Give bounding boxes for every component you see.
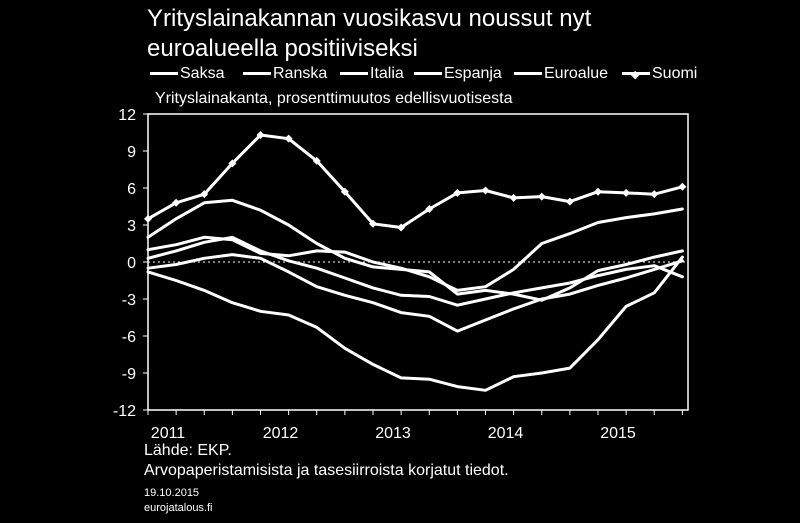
chart-legend: Saksa Ranska Italia Espanja Euroalue Suo… bbox=[150, 64, 800, 85]
legend-line-suomi bbox=[622, 65, 650, 85]
source-text: Lähde: EKP. bbox=[144, 442, 232, 459]
series-line-ranska bbox=[146, 198, 684, 302]
legend-line-italia bbox=[340, 72, 368, 76]
series-point-suomi bbox=[537, 192, 546, 201]
series-point-suomi bbox=[453, 188, 462, 197]
site-text: eurojatalous.fi bbox=[144, 502, 213, 514]
legend-line-espanja bbox=[414, 72, 442, 76]
series-point-suomi bbox=[565, 197, 574, 206]
series-point-suomi bbox=[284, 134, 293, 143]
legend-item-ranska: Ranska bbox=[243, 64, 327, 84]
legend-item-euroalue: Euroalue bbox=[514, 64, 608, 84]
legend-item-italia: Italia bbox=[340, 64, 404, 84]
y-tick-label: -12 bbox=[113, 403, 136, 420]
series-point-suomi bbox=[678, 182, 687, 191]
chart-subtitle: Yrityslainakanta, prosenttimuutos edelli… bbox=[155, 90, 513, 107]
legend-label-saksa: Saksa bbox=[180, 65, 225, 82]
series-point-suomi bbox=[650, 190, 659, 199]
y-tick-label: 12 bbox=[118, 107, 136, 124]
series-point-suomi bbox=[509, 193, 518, 202]
y-tick-label: 9 bbox=[127, 144, 136, 161]
x-tick-label: 2012 bbox=[263, 425, 299, 442]
x-tick-label: 2015 bbox=[600, 425, 636, 442]
y-tick-label: -9 bbox=[122, 366, 136, 383]
series-point-suomi bbox=[172, 198, 181, 207]
series-line-euroalue bbox=[146, 235, 684, 307]
x-tick-label: 2013 bbox=[375, 425, 411, 442]
series-point-suomi bbox=[622, 188, 631, 197]
note-text: Arvopaperistamisista ja tasesiirroista k… bbox=[144, 462, 509, 479]
legend-item-espanja: Espanja bbox=[414, 64, 502, 84]
series-point-suomi bbox=[425, 204, 434, 213]
legend-label-suomi: Suomi bbox=[652, 65, 698, 82]
series-point-suomi bbox=[144, 214, 152, 223]
legend-label-ranska: Ranska bbox=[273, 65, 328, 82]
series-point-suomi bbox=[594, 187, 602, 196]
x-tick-label: 2014 bbox=[488, 425, 524, 442]
series-point-suomi bbox=[481, 186, 490, 195]
series-point-suomi bbox=[369, 219, 377, 228]
legend-label-euroalue: Euroalue bbox=[544, 65, 609, 82]
series-point-suomi bbox=[228, 159, 237, 168]
chart-title-line-2: euroalueella positiiviseksi bbox=[147, 35, 418, 62]
chart-title: Yrityslainakannan vuosikasvu noussut nyt… bbox=[147, 4, 591, 64]
y-tick-label: 3 bbox=[127, 218, 136, 235]
y-tick-label: -6 bbox=[122, 329, 136, 346]
legend-item-saksa: Saksa bbox=[150, 64, 224, 84]
series-point-suomi bbox=[340, 187, 349, 196]
series-point-suomi bbox=[312, 156, 321, 165]
legend-label-italia: Italia bbox=[370, 65, 404, 82]
y-tick-label: -3 bbox=[122, 292, 136, 309]
y-tick-label: 6 bbox=[127, 181, 136, 198]
series-line-suomi bbox=[146, 133, 684, 229]
series-point-suomi bbox=[256, 130, 265, 139]
y-tick-label: 0 bbox=[127, 255, 136, 272]
series-point-suomi bbox=[397, 223, 406, 232]
series-line-italia bbox=[146, 253, 684, 333]
series-line-espanja bbox=[146, 255, 684, 392]
x-tick-label: 2011 bbox=[151, 425, 186, 442]
series-point-suomi bbox=[200, 190, 209, 199]
legend-line-ranska bbox=[243, 72, 271, 76]
legend-line-euroalue bbox=[514, 72, 542, 76]
legend-label-espanja: Espanja bbox=[444, 65, 502, 82]
series-line-saksa bbox=[146, 207, 684, 292]
chart-title-line-1: Yrityslainakannan vuosikasvu noussut nyt bbox=[147, 5, 592, 32]
date-text: 19.10.2015 bbox=[144, 487, 200, 499]
legend-item-suomi: Suomi bbox=[622, 64, 698, 85]
legend-line-saksa bbox=[150, 72, 178, 76]
